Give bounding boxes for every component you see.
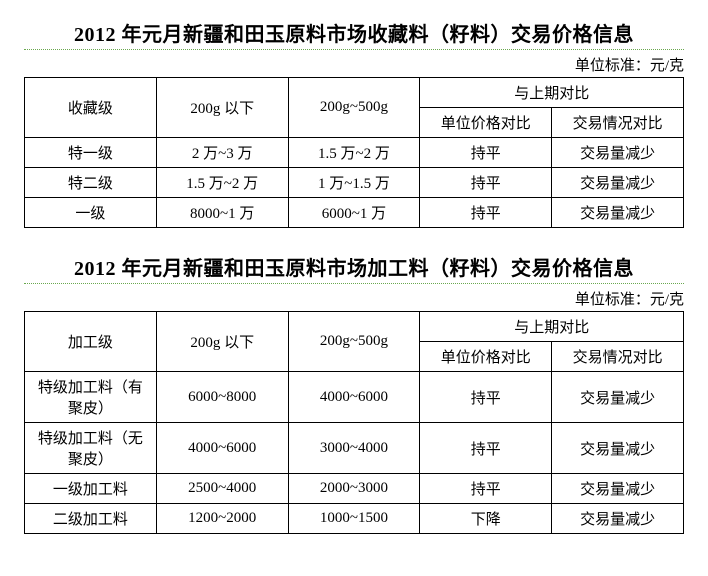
cell-grade: 特二级 <box>25 168 157 198</box>
cell-c1: 持平 <box>420 198 552 228</box>
th-compare-price: 单位价格对比 <box>420 108 552 138</box>
cell-w1: 2500~4000 <box>156 474 288 504</box>
cell-c2: 交易量减少 <box>552 138 684 168</box>
section2-title: 2012 年元月新疆和田玉原料市场加工料（籽料）交易价格信息 <box>24 252 684 284</box>
th-compare-trade: 交易情况对比 <box>552 108 684 138</box>
th-grade: 加工级 <box>25 312 157 372</box>
cell-w1: 8000~1 万 <box>156 198 288 228</box>
cell-c2: 交易量减少 <box>552 474 684 504</box>
cell-w1: 4000~6000 <box>156 423 288 474</box>
cell-grade: 一级 <box>25 198 157 228</box>
cell-c1: 持平 <box>420 168 552 198</box>
cell-c2: 交易量减少 <box>552 168 684 198</box>
th-w1: 200g 以下 <box>156 78 288 138</box>
section-processing: 2012 年元月新疆和田玉原料市场加工料（籽料）交易价格信息 单位标准：元/克 … <box>24 252 684 534</box>
th-w2: 200g~500g <box>288 312 420 372</box>
th-w1: 200g 以下 <box>156 312 288 372</box>
section1-unit: 单位标准：元/克 <box>24 54 684 75</box>
cell-grade: 特级加工料（有聚皮） <box>25 372 157 423</box>
cell-w1: 2 万~3 万 <box>156 138 288 168</box>
th-compare: 与上期对比 <box>420 78 684 108</box>
cell-w2: 3000~4000 <box>288 423 420 474</box>
cell-c1: 下降 <box>420 504 552 534</box>
cell-grade: 特一级 <box>25 138 157 168</box>
section2-unit: 单位标准：元/克 <box>24 288 684 309</box>
cell-w2: 1.5 万~2 万 <box>288 138 420 168</box>
cell-c1: 持平 <box>420 138 552 168</box>
cell-grade: 二级加工料 <box>25 504 157 534</box>
table-row: 一级加工料 2500~4000 2000~3000 持平 交易量减少 <box>25 474 684 504</box>
table-row: 二级加工料 1200~2000 1000~1500 下降 交易量减少 <box>25 504 684 534</box>
cell-c2: 交易量减少 <box>552 423 684 474</box>
cell-c1: 持平 <box>420 474 552 504</box>
cell-c2: 交易量减少 <box>552 198 684 228</box>
cell-grade: 特级加工料（无聚皮） <box>25 423 157 474</box>
cell-c2: 交易量减少 <box>552 504 684 534</box>
cell-c1: 持平 <box>420 372 552 423</box>
cell-w2: 4000~6000 <box>288 372 420 423</box>
table-collection: 收藏级 200g 以下 200g~500g 与上期对比 单位价格对比 交易情况对… <box>24 77 684 228</box>
cell-w1: 6000~8000 <box>156 372 288 423</box>
cell-w1: 1200~2000 <box>156 504 288 534</box>
cell-w2: 6000~1 万 <box>288 198 420 228</box>
th-compare-price: 单位价格对比 <box>420 342 552 372</box>
cell-grade: 一级加工料 <box>25 474 157 504</box>
table-processing: 加工级 200g 以下 200g~500g 与上期对比 单位价格对比 交易情况对… <box>24 311 684 534</box>
th-grade: 收藏级 <box>25 78 157 138</box>
table-row: 特级加工料（无聚皮） 4000~6000 3000~4000 持平 交易量减少 <box>25 423 684 474</box>
cell-w2: 1 万~1.5 万 <box>288 168 420 198</box>
section-collection: 2012 年元月新疆和田玉原料市场收藏料（籽料）交易价格信息 单位标准：元/克 … <box>24 18 684 228</box>
th-w2: 200g~500g <box>288 78 420 138</box>
cell-w2: 2000~3000 <box>288 474 420 504</box>
th-compare: 与上期对比 <box>420 312 684 342</box>
section1-title: 2012 年元月新疆和田玉原料市场收藏料（籽料）交易价格信息 <box>24 18 684 50</box>
cell-c2: 交易量减少 <box>552 372 684 423</box>
table-row: 一级 8000~1 万 6000~1 万 持平 交易量减少 <box>25 198 684 228</box>
th-compare-trade: 交易情况对比 <box>552 342 684 372</box>
table-row: 特一级 2 万~3 万 1.5 万~2 万 持平 交易量减少 <box>25 138 684 168</box>
table-row: 特级加工料（有聚皮） 6000~8000 4000~6000 持平 交易量减少 <box>25 372 684 423</box>
table-row: 特二级 1.5 万~2 万 1 万~1.5 万 持平 交易量减少 <box>25 168 684 198</box>
cell-w1: 1.5 万~2 万 <box>156 168 288 198</box>
cell-w2: 1000~1500 <box>288 504 420 534</box>
cell-c1: 持平 <box>420 423 552 474</box>
